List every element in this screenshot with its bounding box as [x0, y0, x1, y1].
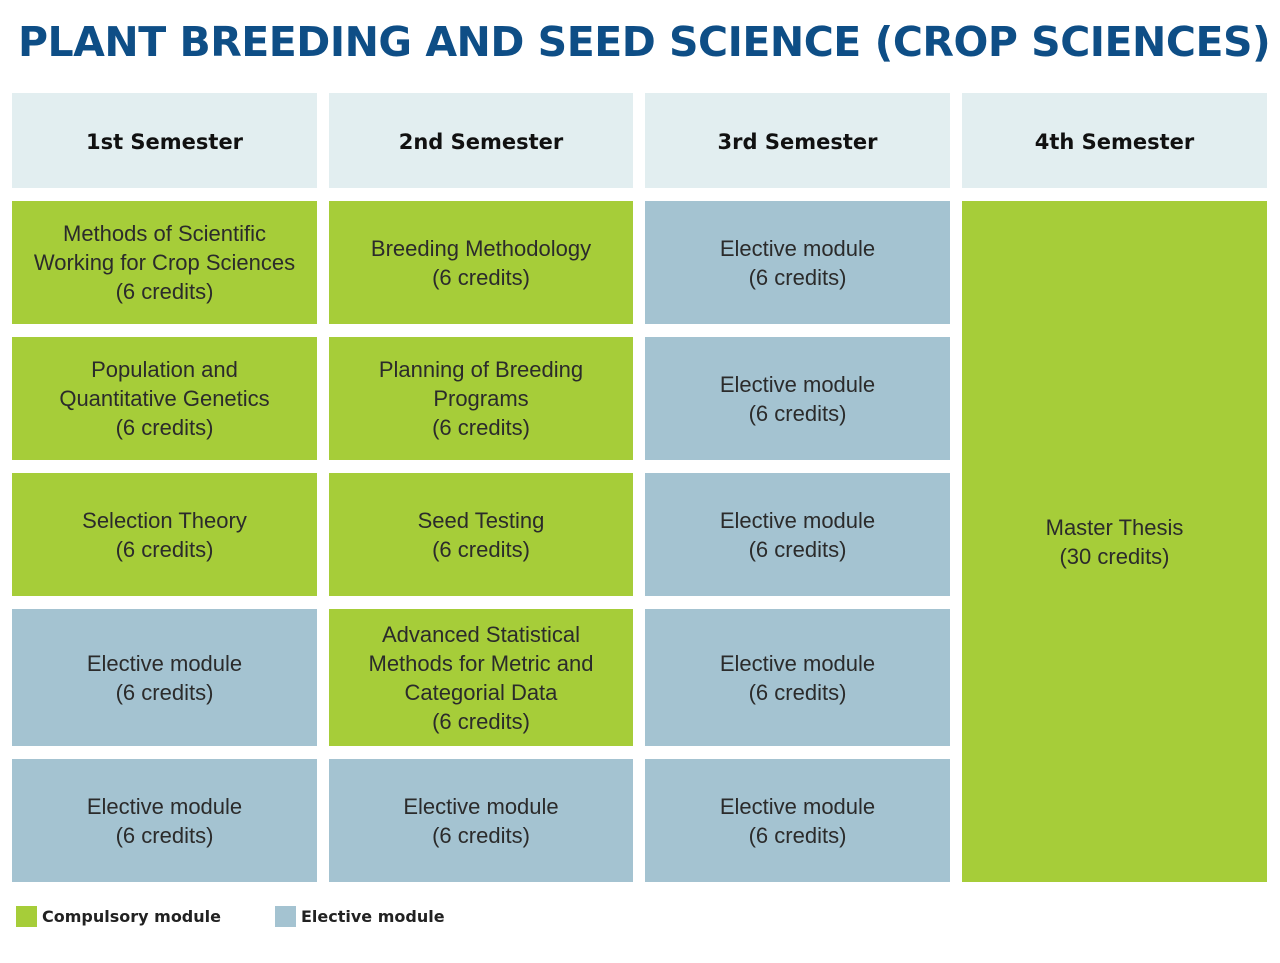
module-selection-theory: Selection Theory (6 credits) [12, 473, 317, 596]
semester-header-3: 3rd Semester [645, 93, 950, 188]
legend-label-compulsory: Compulsory module [42, 907, 221, 926]
page-title: PLANT BREEDING AND SEED SCIENCE (CROP SC… [18, 18, 1271, 66]
module-elective: Elective module (6 credits) [329, 759, 633, 882]
curriculum-grid: 1st Semester 2nd Semester 3rd Semester 4… [12, 93, 1268, 882]
module-planning-breeding-programs: Planning of Breeding Programs (6 credits… [329, 337, 633, 460]
compulsory-swatch-icon [16, 906, 37, 927]
module-elective: Elective module (6 credits) [12, 609, 317, 746]
module-methods-scientific-working: Methods of Scientific Working for Crop S… [12, 201, 317, 324]
module-advanced-statistical-methods: Advanced Statistical Methods for Metric … [329, 609, 633, 746]
module-elective: Elective module (6 credits) [645, 201, 950, 324]
semester-header-2: 2nd Semester [329, 93, 633, 188]
legend-item-elective: Elective module [274, 906, 445, 927]
module-master-thesis: Master Thesis (30 credits) [962, 201, 1267, 882]
module-elective: Elective module (6 credits) [645, 759, 950, 882]
semester-header-4: 4th Semester [962, 93, 1267, 188]
legend-label-elective: Elective module [300, 907, 445, 926]
module-seed-testing: Seed Testing (6 credits) [329, 473, 633, 596]
legend-item-compulsory: Compulsory module [16, 906, 221, 927]
module-elective: Elective module (6 credits) [645, 337, 950, 460]
semester-header-1: 1st Semester [12, 93, 317, 188]
legend: Compulsory module Elective module [16, 906, 499, 927]
module-breeding-methodology: Breeding Methodology (6 credits) [329, 201, 633, 324]
module-elective: Elective module (6 credits) [645, 473, 950, 596]
module-population-quantitative-genetics: Population and Quantitative Genetics (6 … [12, 337, 317, 460]
module-elective: Elective module (6 credits) [645, 609, 950, 746]
module-elective: Elective module (6 credits) [12, 759, 317, 882]
elective-swatch-icon [274, 906, 296, 927]
